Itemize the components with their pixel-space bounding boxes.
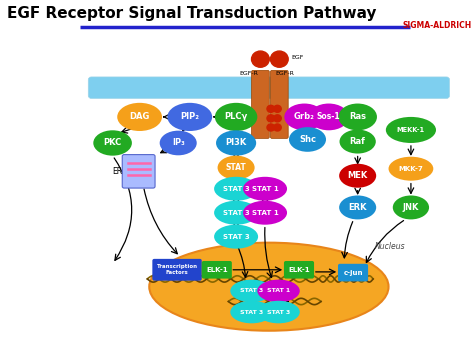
FancyBboxPatch shape [202,261,232,279]
Ellipse shape [214,201,258,225]
Ellipse shape [289,127,326,152]
Circle shape [273,115,281,122]
Ellipse shape [243,201,287,225]
FancyBboxPatch shape [122,155,155,188]
Circle shape [267,115,275,122]
Text: STAT 3: STAT 3 [223,210,249,216]
Text: STAT 3: STAT 3 [240,310,263,315]
Text: JNK: JNK [403,203,419,212]
Text: ELK-1: ELK-1 [206,267,228,273]
Text: SIGMA-ALDRICH: SIGMA-ALDRICH [402,21,472,30]
Ellipse shape [339,130,376,154]
Text: EGF: EGF [292,55,304,60]
Text: PKC: PKC [103,138,122,147]
Text: EGF Receptor Signal Transduction Pathway: EGF Receptor Signal Transduction Pathway [7,6,376,21]
Text: STAT: STAT [226,163,246,172]
Text: Grb₂: Grb₂ [294,113,315,121]
Ellipse shape [243,177,287,201]
Text: STAT 3: STAT 3 [240,288,263,294]
Text: EGF-R: EGF-R [239,71,258,76]
FancyBboxPatch shape [252,70,269,138]
Text: MEK: MEK [347,171,368,180]
Text: STAT 3: STAT 3 [223,234,249,240]
Text: STAT 1: STAT 1 [252,186,278,192]
Circle shape [267,105,275,112]
Text: Raf: Raf [350,137,365,146]
Text: ER: ER [112,166,122,176]
Circle shape [273,105,281,112]
Text: MKK-7: MKK-7 [399,166,423,172]
Text: STAT 1: STAT 1 [252,210,278,216]
Text: c-jun: c-jun [343,269,363,275]
Ellipse shape [309,104,349,130]
Ellipse shape [386,117,436,143]
Ellipse shape [215,103,257,131]
Text: PIP₂: PIP₂ [180,113,199,121]
Text: Shc: Shc [299,135,316,144]
Ellipse shape [257,280,300,302]
Text: Nucleus: Nucleus [375,242,406,251]
Circle shape [267,124,275,131]
Text: EGF-R: EGF-R [276,71,294,76]
Ellipse shape [230,280,273,302]
Ellipse shape [214,177,258,201]
Circle shape [273,124,281,131]
Ellipse shape [339,196,376,219]
Text: STAT 1: STAT 1 [267,288,290,294]
Text: PLCγ: PLCγ [225,113,248,121]
Text: DAG: DAG [129,113,150,121]
Text: MEKK-1: MEKK-1 [397,127,425,133]
Text: STAT 3: STAT 3 [223,186,249,192]
FancyBboxPatch shape [338,264,368,282]
Text: Sos-1: Sos-1 [317,113,340,121]
FancyBboxPatch shape [271,70,288,138]
Ellipse shape [257,301,300,323]
Ellipse shape [389,157,433,181]
Ellipse shape [284,104,325,130]
Ellipse shape [339,164,376,188]
Text: IP₃: IP₃ [172,138,184,147]
Ellipse shape [93,130,132,155]
Text: ERK: ERK [348,203,367,212]
Ellipse shape [214,225,258,248]
Ellipse shape [160,131,197,155]
FancyBboxPatch shape [88,77,449,98]
Text: Transcription
Factors: Transcription Factors [156,264,198,275]
Ellipse shape [230,301,273,323]
Circle shape [252,51,269,67]
Circle shape [271,51,288,67]
Ellipse shape [338,104,377,130]
Ellipse shape [149,243,389,331]
FancyBboxPatch shape [152,259,202,281]
Text: ELK-1: ELK-1 [288,267,310,273]
Text: PI3K: PI3K [226,138,247,147]
Ellipse shape [216,130,256,155]
Ellipse shape [117,103,162,131]
Text: Ras: Ras [349,113,366,121]
Ellipse shape [393,196,429,219]
Ellipse shape [218,155,255,180]
Ellipse shape [167,103,212,131]
Text: STAT 3: STAT 3 [267,310,290,315]
FancyBboxPatch shape [284,261,314,279]
